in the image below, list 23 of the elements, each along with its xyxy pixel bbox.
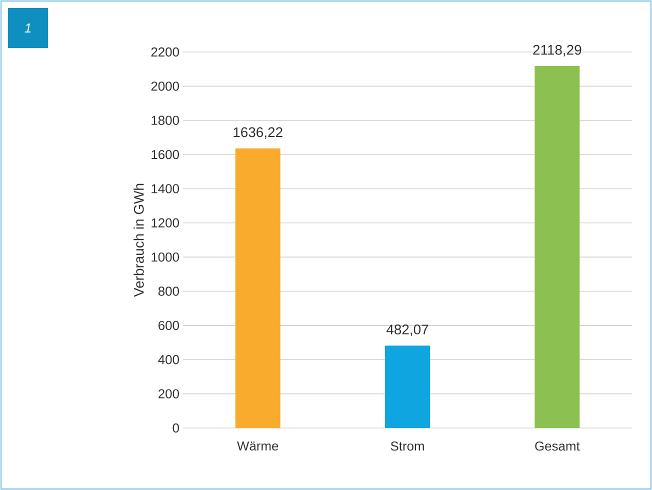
y-axis-title: Verbrauch in GWh [134,184,144,297]
y-tick-label: 800 [158,286,179,296]
y-tick-label: 1800 [152,116,179,125]
y-tick-label: 600 [158,320,179,330]
y-tick-label: 1400 [152,184,179,194]
x-tick-label: Strom [390,442,424,451]
x-tick-label: Gesamt [535,442,580,451]
y-tick-label: 1200 [152,218,179,228]
y-tick-label: 200 [158,389,179,398]
y-tick-label: 1600 [152,150,179,160]
data-label: 1636,22 [234,127,282,139]
y-tick-label: 1000 [152,252,179,262]
bar [235,148,280,428]
y-tick-label: 400 [158,355,179,364]
bar [385,346,430,428]
data-label: 482,07 [386,324,428,336]
y-tick-label: 2000 [151,82,179,91]
x-tick-label: Wärme [237,442,278,451]
data-label: 2118,29 [533,44,582,56]
y-tick-label: 0 [172,423,179,433]
bar [534,66,580,428]
y-tick-label: 2200 [151,47,179,57]
text: 1 [24,24,31,32]
